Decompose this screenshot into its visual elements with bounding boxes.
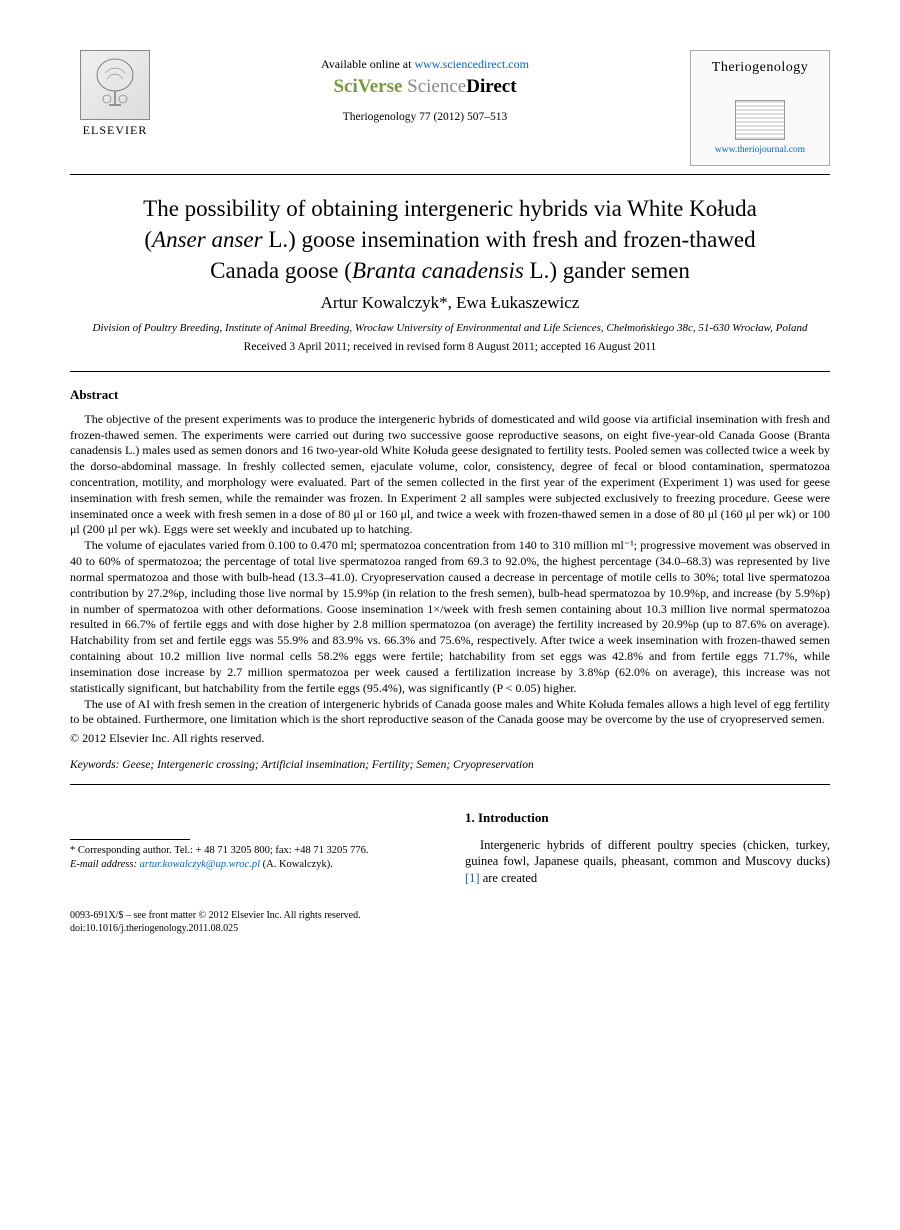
journal-cover-thumb-icon: [735, 100, 785, 140]
corresponding-author-footnote: * Corresponding author. Tel.: + 48 71 32…: [70, 844, 435, 871]
journal-reference: Theriogenology 77 (2012) 507–513: [160, 110, 690, 126]
journal-cover-block: Theriogenology www.theriojournal.com: [690, 50, 830, 166]
footnote-line2b: (A. Kowalczyk).: [260, 859, 333, 870]
journal-name: Theriogenology: [697, 59, 823, 78]
footnote-line1: * Corresponding author. Tel.: + 48 71 32…: [70, 844, 435, 858]
sciverse-logo: SciVerse ScienceDirect: [160, 74, 690, 100]
journal-url[interactable]: www.theriojournal.com: [697, 144, 823, 157]
introduction-heading: 1. Introduction: [465, 809, 830, 827]
abstract-section: Abstract The objective of the present ex…: [70, 386, 830, 746]
abstract-p2: The volume of ejaculates varied from 0.1…: [70, 538, 830, 696]
abstract-p1: The objective of the present experiments…: [70, 412, 830, 539]
article-dates: Received 3 April 2011; received in revis…: [70, 340, 830, 356]
title-line1: The possibility of obtaining intergeneri…: [143, 196, 757, 221]
title-species2: Branta canadensis: [352, 258, 524, 283]
publisher-logo-block: ELSEVIER: [70, 50, 160, 138]
title-l2c: L.) goose insemination with fresh and fr…: [263, 227, 756, 252]
left-column: * Corresponding author. Tel.: + 48 71 32…: [70, 809, 435, 887]
sciverse-word1: SciVerse: [333, 76, 407, 97]
footnote-rule: [70, 839, 190, 840]
title-species1: Anser anser: [152, 227, 263, 252]
intro-p1: Intergeneric hybrids of different poultr…: [465, 837, 830, 888]
authors: Artur Kowalczyk*, Ewa Łukaszewicz: [70, 292, 830, 315]
article-title: The possibility of obtaining intergeneri…: [70, 193, 830, 286]
intro-p1b: are created: [480, 871, 538, 885]
keywords-label: Keywords:: [70, 759, 119, 771]
header-rule: [70, 174, 830, 175]
right-column: 1. Introduction Intergeneric hybrids of …: [465, 809, 830, 887]
body-columns: * Corresponding author. Tel.: + 48 71 32…: [70, 809, 830, 887]
keywords-line: Keywords: Geese; Intergeneric crossing; …: [70, 758, 830, 774]
keywords-text: Geese; Intergeneric crossing; Artificial…: [119, 759, 533, 771]
title-l3c: L.) gander semen: [524, 258, 690, 283]
abstract-p3: The use of AI with fresh semen in the cr…: [70, 697, 830, 729]
sciverse-word3: Direct: [466, 76, 516, 97]
available-prefix: Available online at: [321, 57, 414, 71]
intro-ref-1[interactable]: [1]: [465, 871, 480, 885]
footnote-email[interactable]: artur.kowalczyk@up.wroc.pl: [140, 859, 260, 870]
footer-line1: 0093-691X/$ – see front matter © 2012 El…: [70, 909, 830, 922]
affiliation: Division of Poultry Breeding, Institute …: [70, 321, 830, 336]
header-center: Available online at www.sciencedirect.co…: [160, 50, 690, 125]
abstract-bottom-rule: [70, 784, 830, 785]
footnote-email-label: E-mail address:: [70, 859, 140, 870]
footer-line2: doi:10.1016/j.theriogenology.2011.08.025: [70, 922, 830, 935]
elsevier-tree-icon: [80, 50, 150, 120]
available-online-line: Available online at www.sciencedirect.co…: [160, 56, 690, 72]
sciverse-word2: Science: [407, 76, 466, 97]
sciencedirect-url[interactable]: www.sciencedirect.com: [414, 57, 529, 71]
abstract-top-rule: [70, 371, 830, 372]
intro-p1a: Intergeneric hybrids of different poultr…: [465, 838, 830, 869]
page-footer: 0093-691X/$ – see front matter © 2012 El…: [70, 909, 830, 935]
title-l3a: Canada goose (: [210, 258, 352, 283]
page-header: ELSEVIER Available online at www.science…: [70, 50, 830, 166]
title-l2a: (: [144, 227, 152, 252]
elsevier-label: ELSEVIER: [70, 122, 160, 138]
footnote-line2: E-mail address: artur.kowalczyk@up.wroc.…: [70, 858, 435, 872]
abstract-heading: Abstract: [70, 386, 830, 404]
abstract-copyright: © 2012 Elsevier Inc. All rights reserved…: [70, 730, 830, 746]
